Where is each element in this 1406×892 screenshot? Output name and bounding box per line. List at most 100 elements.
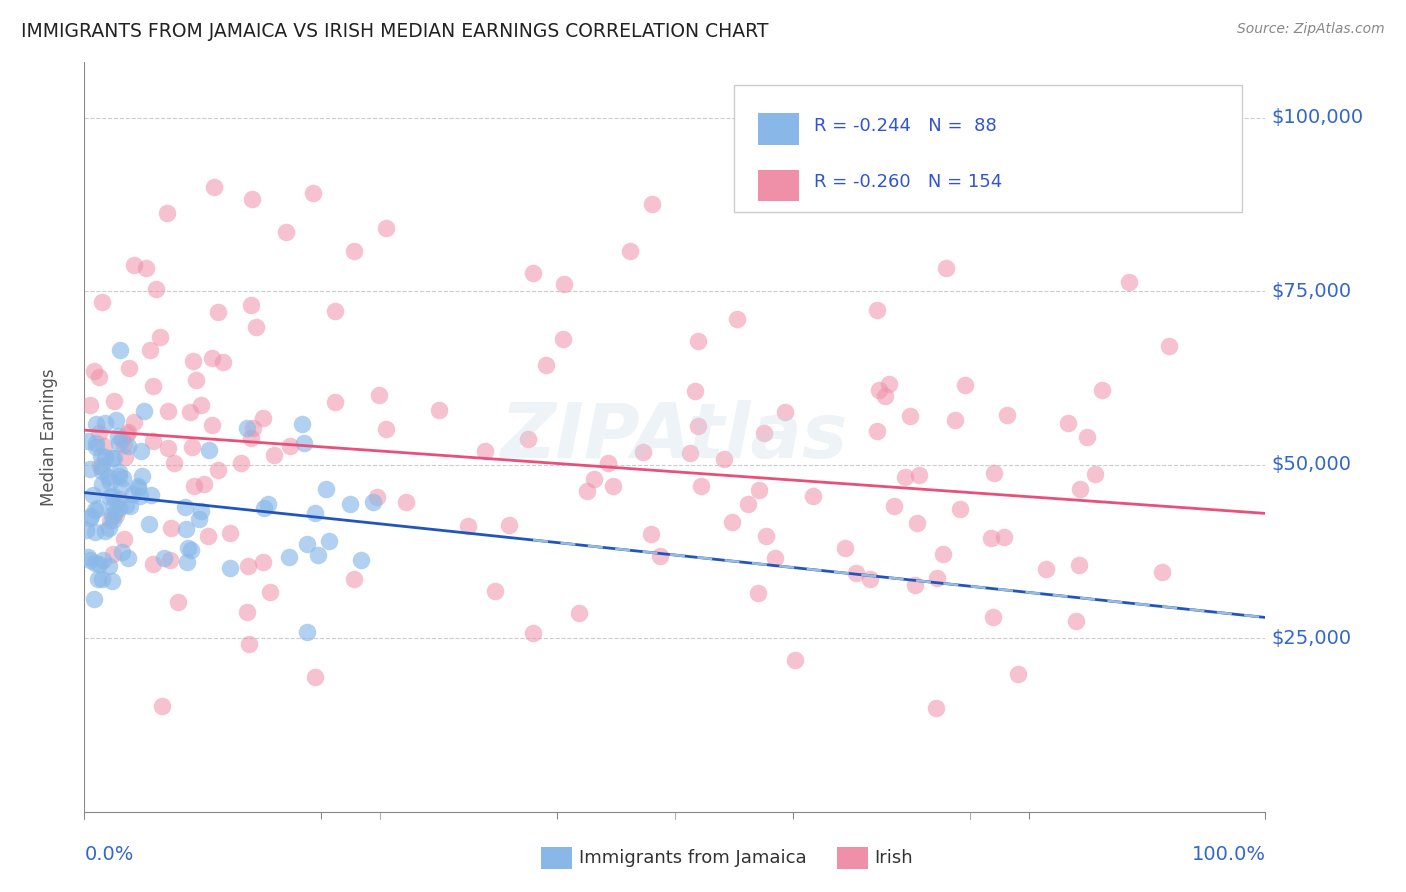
Irish xyxy=(522,626,544,640)
Irish xyxy=(688,334,710,349)
Irish xyxy=(201,417,224,432)
Irish xyxy=(101,547,124,561)
Immigrants from Jamaica xyxy=(91,476,114,491)
Immigrants from Jamaica xyxy=(103,505,125,519)
Immigrants from Jamaica xyxy=(103,498,125,512)
Text: 100.0%: 100.0% xyxy=(1191,846,1265,864)
Immigrants from Jamaica xyxy=(128,489,150,503)
Immigrants from Jamaica xyxy=(295,537,318,551)
Immigrants from Jamaica xyxy=(176,555,198,569)
Irish xyxy=(280,438,302,452)
Immigrants from Jamaica xyxy=(90,572,112,586)
Irish xyxy=(894,469,917,483)
Irish xyxy=(631,445,654,459)
Irish xyxy=(981,610,1004,624)
Immigrants from Jamaica xyxy=(315,482,337,496)
Immigrants from Jamaica xyxy=(91,460,114,475)
Text: 0.0%: 0.0% xyxy=(84,846,134,864)
Irish xyxy=(583,472,606,486)
Immigrants from Jamaica xyxy=(103,451,125,466)
Text: IMMIGRANTS FROM JAMAICA VS IRISH MEDIAN EARNINGS CORRELATION CHART: IMMIGRANTS FROM JAMAICA VS IRISH MEDIAN … xyxy=(21,22,769,41)
Immigrants from Jamaica xyxy=(84,524,107,539)
Irish xyxy=(686,419,709,434)
Immigrants from Jamaica xyxy=(180,542,202,557)
Immigrants from Jamaica xyxy=(127,481,149,495)
Immigrants from Jamaica xyxy=(103,489,125,503)
Irish xyxy=(484,584,506,599)
Immigrants from Jamaica xyxy=(84,556,107,570)
Immigrants from Jamaica xyxy=(132,404,155,418)
Irish xyxy=(252,555,274,569)
Irish xyxy=(323,395,346,409)
Irish xyxy=(159,553,181,567)
Irish xyxy=(741,162,763,177)
Irish xyxy=(1084,467,1107,481)
Irish xyxy=(181,354,204,368)
Immigrants from Jamaica xyxy=(90,449,112,463)
Text: $100,000: $100,000 xyxy=(1271,109,1364,128)
Immigrants from Jamaica xyxy=(94,416,117,430)
Immigrants from Jamaica xyxy=(76,549,98,564)
Immigrants from Jamaica xyxy=(83,592,105,607)
Immigrants from Jamaica xyxy=(87,501,110,516)
Irish xyxy=(118,361,141,376)
Immigrants from Jamaica xyxy=(118,499,141,513)
Text: Source: ZipAtlas.com: Source: ZipAtlas.com xyxy=(1237,22,1385,37)
Immigrants from Jamaica xyxy=(361,495,384,509)
Irish xyxy=(1091,383,1114,397)
Immigrants from Jamaica xyxy=(98,491,121,505)
Irish xyxy=(883,500,905,514)
Irish xyxy=(259,585,281,599)
Immigrants from Jamaica xyxy=(108,500,131,515)
Irish xyxy=(89,370,111,384)
Irish xyxy=(240,297,263,311)
Irish xyxy=(115,426,138,441)
Irish xyxy=(517,432,540,446)
Immigrants from Jamaica xyxy=(91,552,114,566)
Immigrants from Jamaica xyxy=(295,624,318,639)
Irish xyxy=(925,570,948,584)
Irish xyxy=(90,294,112,309)
Irish xyxy=(845,566,868,580)
Irish xyxy=(167,595,190,609)
Irish xyxy=(859,572,882,586)
Text: $25,000: $25,000 xyxy=(1271,629,1351,648)
Immigrants from Jamaica xyxy=(139,487,162,501)
Irish xyxy=(747,586,769,600)
Irish xyxy=(903,578,925,592)
Immigrants from Jamaica xyxy=(94,450,117,464)
Irish xyxy=(117,425,139,439)
Irish xyxy=(873,389,896,403)
Immigrants from Jamaica xyxy=(188,512,211,526)
Irish xyxy=(748,483,770,497)
Immigrants from Jamaica xyxy=(101,574,124,588)
Immigrants from Jamaica xyxy=(100,475,122,490)
Irish xyxy=(596,456,619,470)
Irish xyxy=(1035,562,1057,576)
Immigrants from Jamaica xyxy=(94,524,117,538)
Irish xyxy=(474,443,496,458)
Irish xyxy=(184,373,207,387)
Immigrants from Jamaica xyxy=(198,443,221,458)
Immigrants from Jamaica xyxy=(253,500,276,515)
Irish xyxy=(866,303,889,318)
Immigrants from Jamaica xyxy=(91,464,114,478)
Irish xyxy=(212,355,235,369)
FancyBboxPatch shape xyxy=(758,113,799,145)
Immigrants from Jamaica xyxy=(127,479,149,493)
Irish xyxy=(179,405,201,419)
Irish xyxy=(252,410,274,425)
Irish xyxy=(112,532,135,546)
FancyBboxPatch shape xyxy=(734,85,1241,212)
Irish xyxy=(245,320,267,334)
Irish xyxy=(948,502,970,516)
Irish xyxy=(374,422,396,436)
Irish xyxy=(943,413,966,427)
Immigrants from Jamaica xyxy=(108,343,131,357)
Irish xyxy=(395,494,418,508)
Irish xyxy=(980,531,1002,545)
Irish xyxy=(142,557,165,571)
Irish xyxy=(239,431,262,445)
Irish xyxy=(1007,666,1029,681)
Immigrants from Jamaica xyxy=(115,498,138,512)
